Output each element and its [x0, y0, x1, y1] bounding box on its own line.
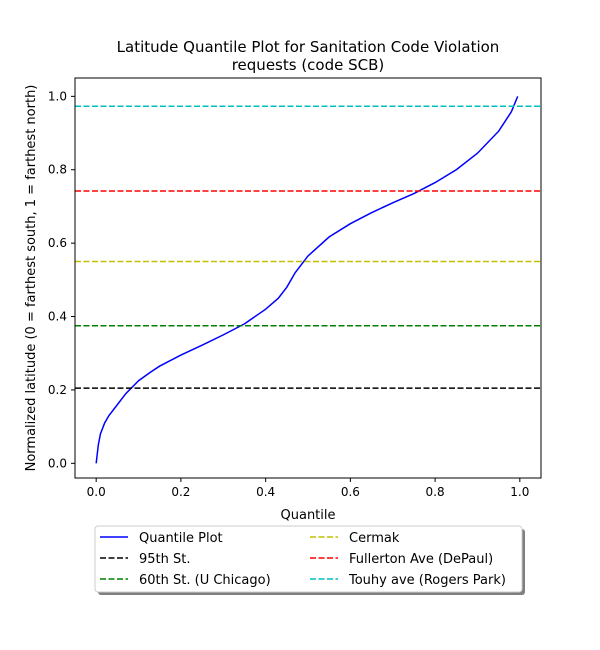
x-tick-label: 0.2 [171, 485, 190, 499]
legend-label: Quantile Plot [139, 531, 223, 546]
x-axis-ticks: 0.0 0.2 0.4 0.6 0.8 1.0 [87, 478, 529, 499]
y-axis-ticks: 0.0 0.2 0.4 0.6 0.8 1.0 [48, 89, 75, 470]
x-tick-label: 1.0 [510, 485, 529, 499]
legend-label: Fullerton Ave (DePaul) [349, 552, 493, 567]
legend-label: 95th St. [139, 552, 191, 567]
x-tick-label: 0.0 [87, 485, 106, 499]
y-tick-label: 0.0 [48, 456, 67, 470]
chart-title: Latitude Quantile Plot for Sanitation Co… [117, 38, 500, 56]
legend-label: 60th St. (U Chicago) [139, 573, 271, 588]
y-tick-label: 0.6 [48, 236, 67, 250]
chart-subtitle: requests (code SCB) [232, 56, 385, 74]
y-tick-label: 0.8 [48, 163, 67, 177]
x-tick-label: 0.4 [256, 485, 275, 499]
y-axis-label: Normalized latitude (0 = farthest south,… [24, 85, 39, 472]
legend-label: Cermak [349, 531, 400, 546]
x-axis-label: Quantile [281, 508, 336, 523]
y-tick-label: 0.2 [48, 383, 67, 397]
y-tick-label: 0.4 [48, 310, 67, 324]
y-tick-label: 1.0 [48, 89, 67, 103]
legend-label: Touhy ave (Rogers Park) [348, 573, 506, 588]
series-line-0 [95, 96, 519, 464]
legend: Quantile Plot 95th St. 60th St. (U Chicago… [94, 525, 525, 595]
chart-lines [75, 96, 541, 464]
x-tick-label: 0.8 [426, 485, 445, 499]
plot-frame [74, 77, 542, 479]
x-tick-label: 0.6 [341, 485, 360, 499]
legend-box [94, 525, 523, 593]
